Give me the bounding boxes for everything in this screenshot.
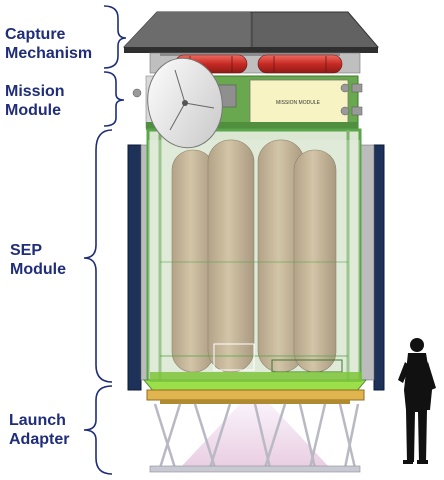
mission-module-label: Mission Module — [5, 82, 65, 120]
red-tank-right — [257, 54, 343, 74]
brace-capture — [103, 5, 127, 69]
brace-sep — [83, 129, 113, 383]
sep-module — [127, 128, 385, 393]
capture-label-line2: Mechanism — [5, 45, 93, 62]
human-silhouette — [398, 338, 436, 464]
mission-module-panel-text: MISSION MODULE — [276, 100, 321, 106]
capture-mechanism — [123, 11, 379, 74]
sep-label-line1: SEP — [10, 242, 43, 259]
brace-mission — [103, 71, 125, 127]
sep-module-label: SEP Module — [10, 241, 66, 279]
solar-panel-right — [373, 144, 385, 391]
brace-launch — [83, 385, 113, 475]
capture-label-line1: Capture — [5, 26, 66, 43]
mission-valves — [132, 83, 363, 116]
mission-label-line1: Mission — [5, 83, 65, 100]
launch-adapter-label: Launch Adapter — [9, 411, 69, 449]
capture-mechanism-label: Capture Mechanism — [5, 25, 92, 63]
mission-label-line2: Module — [5, 102, 61, 119]
launch-adapter — [146, 389, 365, 473]
antenna-dish — [147, 57, 237, 149]
solar-panel-left — [127, 144, 142, 391]
xenon-tanks — [171, 139, 337, 373]
mission-module: MISSION MODULE — [132, 75, 363, 130]
launch-label-line1: Launch — [9, 412, 66, 429]
sep-label-line2: Module — [10, 261, 66, 278]
launch-label-line2: Adapter — [9, 431, 70, 448]
